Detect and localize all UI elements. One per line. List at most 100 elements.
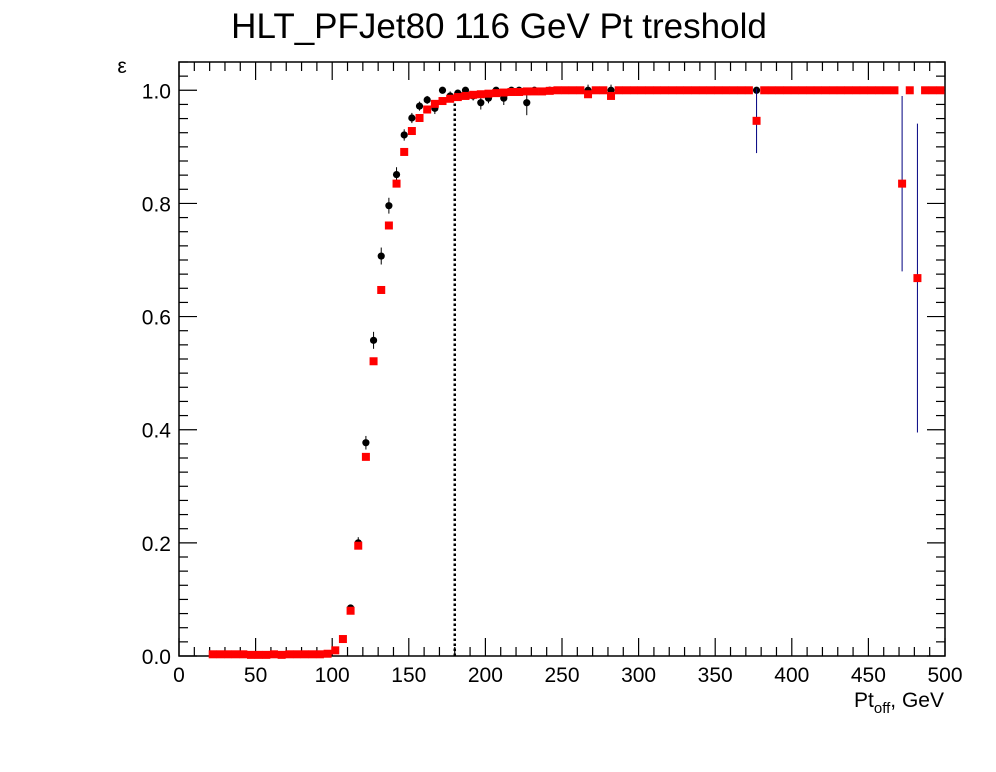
y-tick-label: 0.8 xyxy=(142,193,171,216)
data-point-red xyxy=(254,650,263,659)
data-point-red xyxy=(622,86,631,95)
data-point-black xyxy=(385,202,393,210)
x-tick-label: 300 xyxy=(621,664,656,687)
data-point-red xyxy=(775,86,784,95)
data-point-red xyxy=(507,87,516,96)
data-point-red xyxy=(744,86,753,95)
data-point-red xyxy=(407,127,416,136)
x-axis-label-main: Pt xyxy=(854,689,874,712)
data-point-red xyxy=(247,650,256,659)
data-point-red xyxy=(522,87,531,96)
data-point-red xyxy=(637,86,646,95)
data-point-red xyxy=(331,646,340,655)
data-point-red xyxy=(806,86,815,95)
data-point-red xyxy=(208,650,217,659)
x-axis-label: Ptoff, GeV xyxy=(854,689,944,717)
data-point-red xyxy=(423,105,432,114)
data-point-red xyxy=(668,86,677,95)
data-point-red xyxy=(882,86,891,95)
data-point-red xyxy=(492,89,501,98)
data-point-red xyxy=(292,650,301,659)
data-point-red xyxy=(767,86,776,95)
data-point-red xyxy=(262,650,271,659)
data-point-red xyxy=(898,179,907,188)
data-point-red xyxy=(721,86,730,95)
x-tick-label: 100 xyxy=(315,664,350,687)
data-point-red xyxy=(607,91,616,100)
data-point-red xyxy=(760,86,769,95)
data-point-red xyxy=(698,86,707,95)
data-point-red xyxy=(683,86,692,95)
data-point-black xyxy=(438,86,447,94)
data-point-black xyxy=(369,336,378,344)
data-point-red xyxy=(338,635,347,644)
data-point-red xyxy=(469,90,478,99)
data-point-red xyxy=(614,86,623,95)
data-point-red xyxy=(530,87,539,96)
data-point-black xyxy=(415,102,424,110)
data-point-red xyxy=(453,93,462,102)
y-tick-label: 1.0 xyxy=(142,80,171,103)
data-point-black xyxy=(477,99,485,107)
x-tick-label: 200 xyxy=(468,664,503,687)
data-point-red xyxy=(875,86,884,95)
data-point-red xyxy=(584,90,593,99)
data-point-red xyxy=(561,86,570,95)
data-point-black xyxy=(423,96,431,104)
data-point-red xyxy=(706,86,715,95)
data-point-red xyxy=(323,649,332,658)
data-point-red xyxy=(476,90,485,99)
y-tick-label: 0.0 xyxy=(142,646,171,669)
y-tick-label: 0.4 xyxy=(142,420,172,443)
data-point-red xyxy=(936,86,945,95)
data-point-red xyxy=(361,452,370,461)
x-axis-label-unit: , GeV xyxy=(890,689,944,712)
data-point-red xyxy=(928,86,937,95)
data-point-red xyxy=(821,86,830,95)
data-point-black xyxy=(408,114,416,122)
x-tick-label: 400 xyxy=(774,664,809,687)
data-point-red xyxy=(384,221,393,230)
data-point-red xyxy=(599,86,608,95)
data-point-red xyxy=(852,86,861,95)
x-tick-label: 150 xyxy=(391,664,426,687)
data-point-red xyxy=(729,86,738,95)
x-tick-label: 50 xyxy=(244,664,267,687)
data-point-red xyxy=(813,86,822,95)
x-tick-label: 500 xyxy=(927,664,962,687)
data-point-red xyxy=(859,86,868,95)
x-tick-label: 250 xyxy=(544,664,579,687)
data-point-red xyxy=(591,86,600,95)
x-axis-label-subscript: off xyxy=(874,700,891,717)
data-point-red xyxy=(790,86,799,95)
data-point-red xyxy=(630,86,639,95)
data-point-red xyxy=(446,94,455,103)
data-point-red xyxy=(553,86,562,95)
plot-frame xyxy=(178,61,946,657)
y-tick-label: 0.6 xyxy=(142,307,171,330)
data-point-red xyxy=(905,86,914,95)
data-point-red xyxy=(660,86,669,95)
data-point-black xyxy=(523,99,531,107)
data-point-red xyxy=(652,86,661,95)
data-point-red xyxy=(346,606,355,615)
y-tick-label: 0.2 xyxy=(142,533,171,556)
data-point-red xyxy=(216,650,225,659)
data-point-black xyxy=(377,252,385,260)
data-point-red xyxy=(269,650,278,659)
data-point-red xyxy=(752,116,761,125)
data-point-red xyxy=(315,650,324,659)
data-point-black xyxy=(392,170,401,179)
data-point-red xyxy=(224,650,233,659)
data-point-red xyxy=(231,650,240,659)
data-point-red xyxy=(277,650,286,659)
data-point-red xyxy=(239,650,248,659)
data-point-red xyxy=(285,650,294,659)
data-point-red xyxy=(798,86,807,95)
data-point-red xyxy=(354,541,363,550)
x-tick-label: 450 xyxy=(851,664,886,687)
data-point-red xyxy=(836,86,845,95)
data-point-red xyxy=(545,86,554,95)
data-point-red xyxy=(691,86,700,95)
